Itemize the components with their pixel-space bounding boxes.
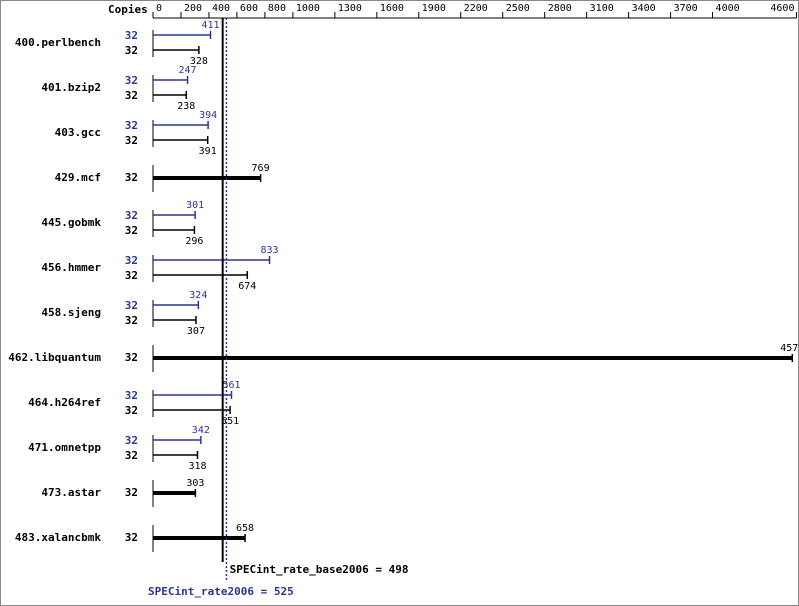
benchmark-label: 483.xalancbmk — [15, 531, 101, 544]
benchmark-label: 403.gcc — [55, 126, 101, 139]
value-label: 674 — [238, 281, 256, 292]
value-label: 833 — [260, 245, 278, 256]
reference-label: SPECint_rate2006 = 525 — [148, 585, 294, 598]
x-tick-label: 1300 — [338, 3, 362, 14]
x-tick-label: 4600 — [770, 3, 794, 14]
value-label: 247 — [179, 65, 197, 76]
x-tick-label: 1600 — [380, 3, 404, 14]
copies-label: 32 — [125, 531, 138, 544]
copies-label: 32 — [125, 404, 138, 417]
x-tick-label: 1900 — [422, 3, 446, 14]
value-label: 4570 — [780, 343, 799, 354]
x-tick-label: 400 — [212, 3, 230, 14]
copies-label: 32 — [125, 44, 138, 57]
benchmark-label: 401.bzip2 — [41, 81, 101, 94]
copies-label: 32 — [125, 134, 138, 147]
value-label: 318 — [188, 461, 206, 472]
x-tick-label: 0 — [156, 3, 162, 14]
value-label: 411 — [201, 20, 219, 31]
value-label: 342 — [192, 425, 210, 436]
value-label: 303 — [186, 478, 204, 489]
copies-label: 32 — [125, 224, 138, 237]
benchmark-label: 456.hmmer — [41, 261, 101, 274]
copies-label: 32 — [125, 299, 138, 312]
value-label: 769 — [252, 163, 270, 174]
copies-label: 32 — [125, 119, 138, 132]
copies-label: 32 — [125, 389, 138, 402]
benchmark-label: 464.h264ref — [28, 396, 101, 409]
copies-label: 32 — [125, 449, 138, 462]
benchmark-label: 462.libquantum — [8, 351, 101, 364]
benchmark-label: 429.mcf — [55, 171, 101, 184]
value-label: 658 — [236, 523, 254, 534]
copies-label: 32 — [125, 486, 138, 499]
value-label: 301 — [186, 200, 204, 211]
benchmark-label: 473.astar — [41, 486, 101, 499]
axis-label: Copies — [108, 3, 148, 16]
copies-label: 32 — [125, 351, 138, 364]
x-tick-label: 2200 — [464, 3, 488, 14]
benchmark-label: 471.omnetpp — [28, 441, 101, 454]
value-label: 394 — [199, 110, 217, 121]
value-label: 551 — [221, 416, 239, 427]
benchmark-label: 458.sjeng — [41, 306, 101, 319]
x-tick-label: 800 — [268, 3, 286, 14]
copies-label: 32 — [125, 89, 138, 102]
x-tick-label: 3100 — [590, 3, 614, 14]
copies-label: 32 — [125, 269, 138, 282]
x-tick-label: 2500 — [506, 3, 530, 14]
copies-label: 32 — [125, 171, 138, 184]
copies-label: 32 — [125, 254, 138, 267]
x-tick-label: 3400 — [632, 3, 656, 14]
x-tick-label: 4000 — [716, 3, 740, 14]
copies-label: 32 — [125, 74, 138, 87]
value-label: 296 — [185, 236, 203, 247]
x-tick-label: 1000 — [296, 3, 320, 14]
x-tick-label: 600 — [240, 3, 258, 14]
value-label: 391 — [199, 146, 217, 157]
benchmark-label: 400.perlbench — [15, 36, 101, 49]
copies-label: 32 — [125, 29, 138, 42]
value-label: 328 — [190, 56, 208, 67]
x-tick-label: 3700 — [674, 3, 698, 14]
value-label: 561 — [222, 380, 240, 391]
x-tick-label: 2800 — [548, 3, 572, 14]
copies-label: 32 — [125, 314, 138, 327]
value-label: 238 — [177, 101, 195, 112]
reference-label: SPECint_rate_base2006 = 498 — [230, 563, 409, 576]
benchmark-label: 445.gobmk — [41, 216, 101, 229]
value-label: 324 — [189, 290, 207, 301]
copies-label: 32 — [125, 209, 138, 222]
x-tick-label: 200 — [184, 3, 202, 14]
copies-label: 32 — [125, 434, 138, 447]
value-label: 307 — [187, 326, 205, 337]
